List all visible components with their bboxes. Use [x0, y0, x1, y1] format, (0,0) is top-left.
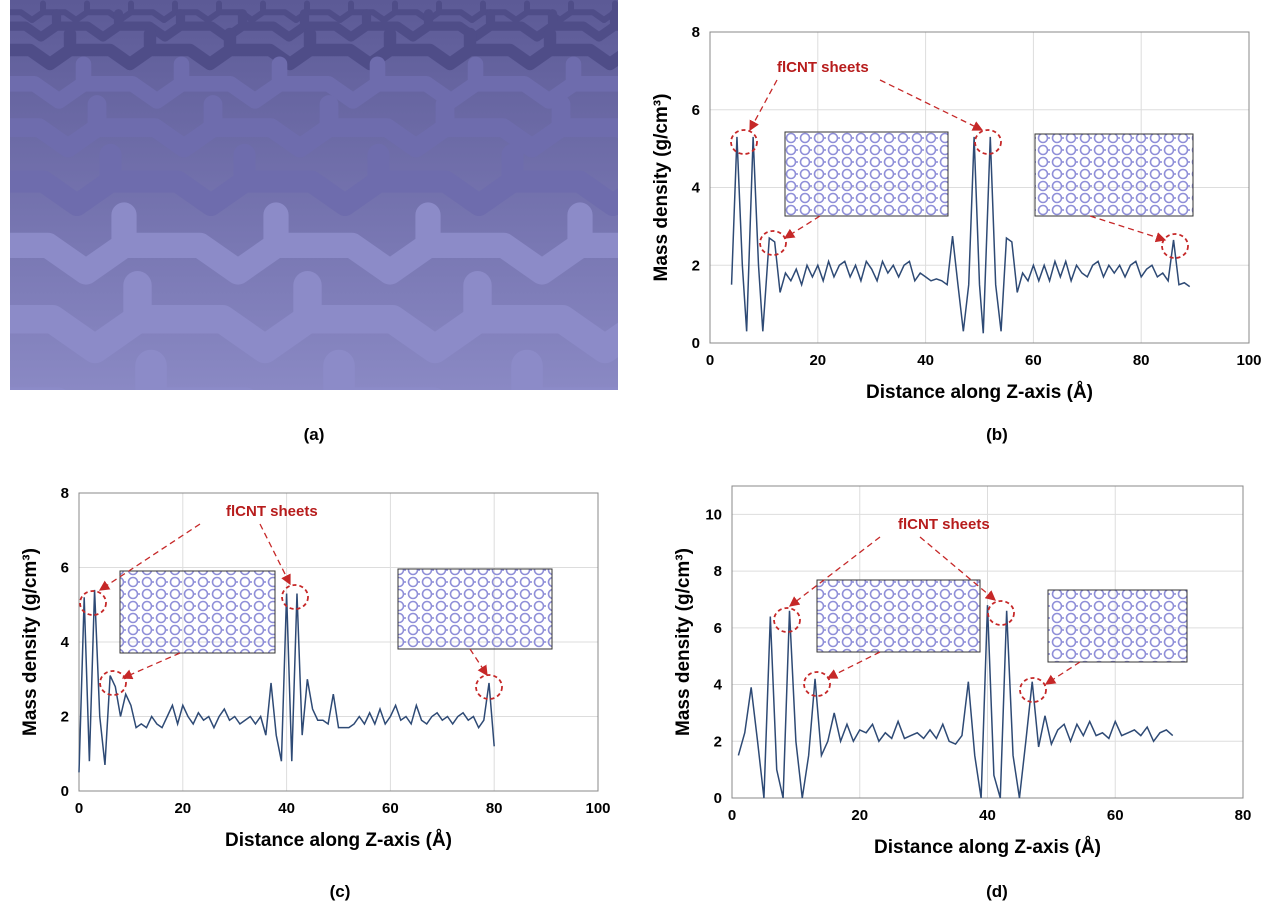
inset-image [816, 579, 981, 653]
y-tick-label: 8 [714, 563, 722, 580]
plot-border [731, 485, 1244, 799]
tube-row [10, 0, 618, 23]
chart: 0 20 40 60 80 100 0 2 4 6 8 Distance along Z-axis (… [20, 485, 611, 901]
x-tick-label: 20 [809, 352, 826, 369]
x-tick-label: 0 [706, 352, 714, 369]
x-tick-label: 40 [979, 807, 996, 824]
y-tick-label: 2 [714, 733, 722, 750]
annotation: flCNT sheets [777, 59, 869, 76]
x-tick-label: 100 [1236, 352, 1261, 369]
inset-image [1047, 589, 1188, 663]
x-tick-label: 80 [486, 800, 503, 817]
tube-row [10, 27, 618, 71]
plot-border [78, 492, 599, 792]
y-tick-label: 8 [692, 24, 700, 41]
tube-row [10, 202, 618, 285]
x-tick-label: 100 [585, 800, 610, 817]
x-tick-label: 0 [75, 800, 83, 817]
inset-image [1034, 133, 1194, 217]
annotation-arrow [121, 652, 181, 680]
panel-label: (b) [986, 425, 1008, 444]
tube-row [10, 95, 618, 158]
tube-row [10, 143, 618, 216]
annotation: flCNT sheets [226, 503, 318, 520]
highlight-circle [79, 590, 107, 616]
x-tick-label: 80 [1133, 352, 1150, 369]
x-tick-label: 60 [1025, 352, 1042, 369]
annotation: flCNT sheets [898, 516, 990, 533]
x-tick-label: 20 [174, 800, 191, 817]
y-tick-label: 0 [61, 783, 69, 800]
annotation-arrow [919, 536, 996, 601]
inset-image [784, 131, 949, 217]
highlight-circle [974, 129, 1002, 155]
y-tick-label: 2 [61, 709, 69, 726]
plot-border [709, 31, 1250, 344]
annotation-arrow [469, 648, 488, 677]
y-axis-title: Mass density (g/cm³) [673, 548, 694, 736]
tube-row [10, 349, 618, 390]
x-axis-title: Distance along Z-axis (Å) [874, 837, 1101, 858]
data-line [730, 136, 1191, 334]
annotation-arrow [788, 536, 881, 607]
y-tick-label: 0 [692, 335, 700, 352]
x-tick-label: 80 [1235, 807, 1252, 824]
x-axis-title: Distance along Z-axis (Å) [225, 830, 452, 851]
chart: 0 20 40 60 80 100 0 2 4 6 8 Distance along Z-axis (… [651, 24, 1262, 444]
annotation-arrow [879, 79, 984, 131]
x-tick-label: 60 [382, 800, 399, 817]
y-tick-label: 4 [61, 634, 70, 651]
data-line [78, 589, 495, 773]
highlight-circle [281, 584, 309, 610]
highlight-circle [759, 230, 787, 256]
x-tick-label: 60 [1107, 807, 1124, 824]
y-tick-label: 0 [714, 790, 722, 807]
highlight-circle [99, 670, 127, 696]
annotation-arrow [783, 215, 821, 239]
y-tick-label: 4 [714, 677, 723, 694]
annotation-arrow [259, 523, 291, 586]
panel-label: (c) [330, 882, 351, 901]
highlight-circle [1161, 233, 1189, 259]
annotation-arrow [1044, 661, 1081, 685]
panel-a-image [10, 0, 618, 390]
highlight-circle [987, 600, 1015, 626]
y-tick-label: 6 [714, 620, 722, 637]
y-axis-title: Mass density (g/cm³) [651, 94, 672, 282]
tube-row [10, 271, 618, 364]
annotation-arrow [1089, 215, 1167, 243]
panel-label: (a) [304, 425, 325, 444]
highlight-circle [475, 674, 503, 700]
x-tick-label: 0 [728, 807, 736, 824]
highlight-circle [803, 671, 831, 697]
chart: 0 20 40 60 80 0 2 4 6 8 10 Distance along Z-axis (Å… [673, 485, 1252, 901]
highlight-circle [730, 129, 758, 155]
data-line [737, 605, 1174, 799]
y-tick-label: 2 [692, 257, 700, 274]
x-tick-label: 40 [278, 800, 295, 817]
y-tick-label: 10 [705, 506, 722, 523]
tube-row [10, 9, 618, 42]
y-tick-label: 4 [692, 180, 701, 197]
y-axis-title: Mass density (g/cm³) [20, 548, 41, 736]
inset-image [119, 570, 276, 654]
tube-row [10, 56, 618, 109]
highlight-circle [773, 607, 801, 633]
y-tick-label: 6 [61, 560, 69, 577]
x-axis-title: Distance along Z-axis (Å) [866, 382, 1093, 403]
x-tick-label: 40 [917, 352, 934, 369]
y-tick-label: 8 [61, 485, 69, 502]
highlight-circle [1019, 677, 1047, 703]
inset-image [397, 568, 553, 650]
y-tick-label: 6 [692, 102, 700, 119]
panel-label: (d) [986, 882, 1008, 901]
x-tick-label: 20 [851, 807, 868, 824]
